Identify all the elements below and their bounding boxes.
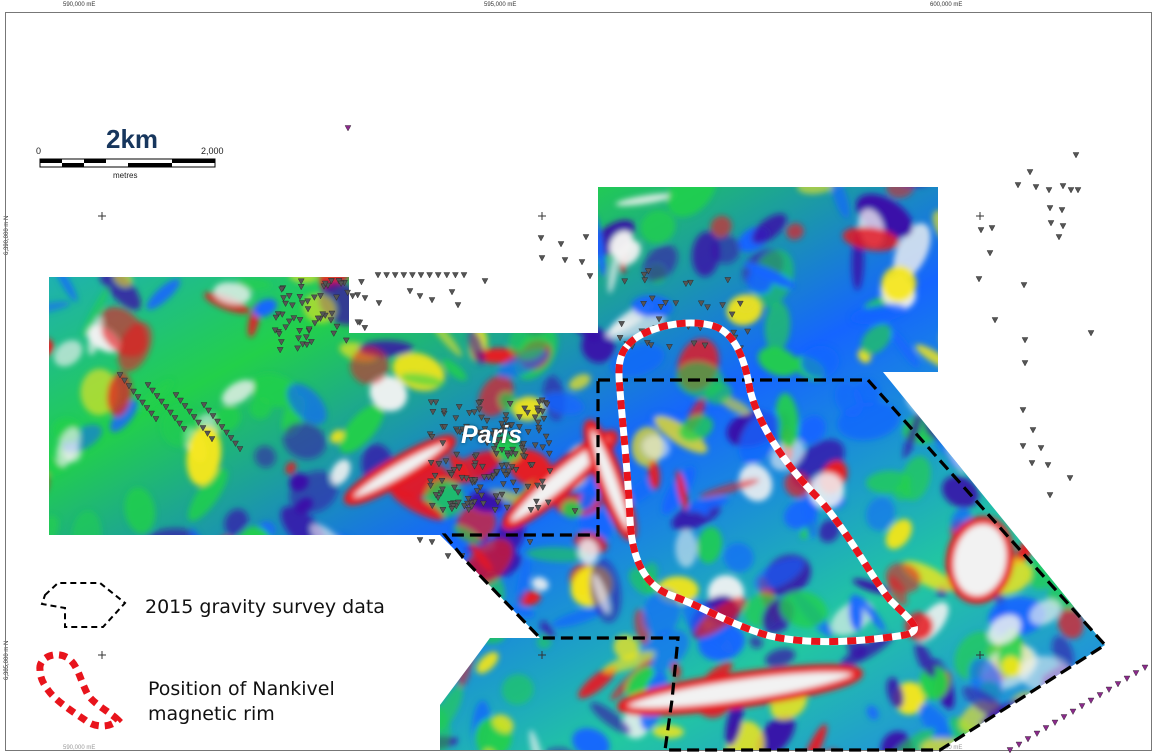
legend-red-white-dashed-loop-icon xyxy=(36,651,123,730)
legend-rim-label-line1: Position of Nankivel xyxy=(148,678,335,700)
place-label-paris: Paris xyxy=(461,421,523,449)
scale-bar-title: 2km xyxy=(106,124,159,154)
nankivel-magnetic-rim xyxy=(615,319,918,646)
legend-dashed-polygon-icon xyxy=(40,582,127,628)
legend-rim-label: Position of Nankivel magnetic rim xyxy=(148,677,335,727)
gravity-anomaly-raster xyxy=(49,187,1105,750)
easting-label-590-bottom: 590,000 mE xyxy=(63,745,96,751)
gravity-survey-outline xyxy=(441,378,1108,752)
grid-cross-icons xyxy=(98,212,984,659)
scale-bar-end: 2,000 xyxy=(201,146,224,156)
legend-rim-label-line2: magnetic rim xyxy=(148,703,275,725)
legend-survey-label: 2015 gravity survey data xyxy=(145,596,385,618)
easting-label-590: 590,000 mE xyxy=(63,2,96,8)
scale-bar-unit: metres xyxy=(113,171,138,180)
easting-label-600: 600,000 mE xyxy=(930,2,963,8)
easting-label-595: 595,000 mE xyxy=(484,2,517,8)
easting-label-600-bottom: 600,000 mE xyxy=(930,745,963,751)
scale-bar-start: 0 xyxy=(36,146,42,156)
scale-bar xyxy=(39,158,216,168)
